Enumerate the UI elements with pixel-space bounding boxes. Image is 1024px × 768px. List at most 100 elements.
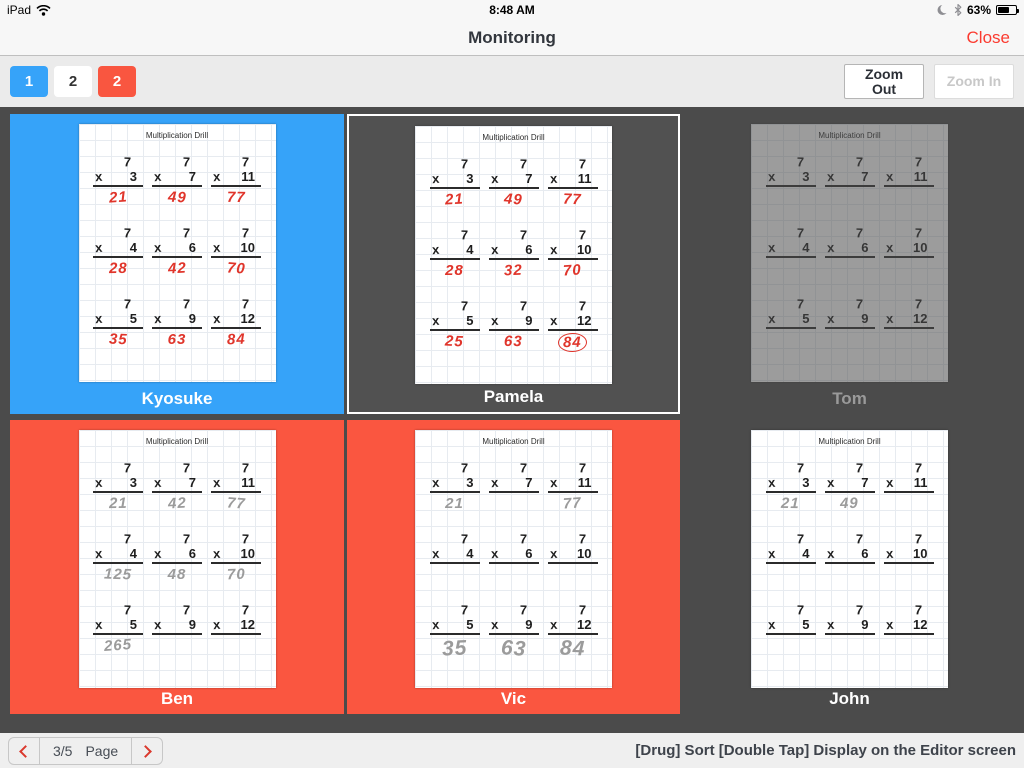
nav-bar: Monitoring Close xyxy=(0,20,1024,56)
multiplication-problem: 7 x 7 xyxy=(484,460,543,514)
multiplier: 10 xyxy=(577,242,592,257)
clock: 8:48 AM xyxy=(489,3,535,17)
battery-icon xyxy=(996,5,1019,15)
multiplication-problem: 7 x 11 77 xyxy=(207,154,266,208)
multiplier: 12 xyxy=(913,617,928,632)
multiply-sign: x xyxy=(212,474,221,491)
zoom-in-button[interactable]: Zoom In xyxy=(934,64,1014,99)
top-operand: 7 xyxy=(914,154,922,170)
handwritten-answer: 42 xyxy=(167,494,187,513)
student-card-tom[interactable]: Multiplication Drill 7 x 3 7 x 7 7 x 11 7 x 4 7 x 6 7 x 10… xyxy=(683,114,1016,414)
handwritten-answer xyxy=(884,564,934,585)
handwritten-answer: 28 xyxy=(108,259,128,278)
multiplication-problem: 7 x 6 xyxy=(820,531,879,585)
multiply-sign: x xyxy=(94,168,103,185)
multiplication-problem: 7 x 9 63 xyxy=(484,602,543,661)
multiplication-problem: 7 x 11 xyxy=(879,460,938,514)
handwritten-answer: 125 xyxy=(103,565,133,584)
multiplication-problem: 7 x 7 49 xyxy=(148,154,207,208)
multiplication-problem: 7 x 9 xyxy=(820,296,879,350)
multiply-sign: x xyxy=(489,170,499,187)
multiplication-problem: 7 x 9 xyxy=(820,602,879,656)
multiplier: 3 xyxy=(129,475,137,490)
handwritten-answer: 32 xyxy=(503,261,524,280)
page-button-blue-1[interactable]: 1 xyxy=(10,66,48,97)
close-button[interactable]: Close xyxy=(967,20,1010,55)
handwritten-answer xyxy=(766,564,816,585)
multiply-sign: x xyxy=(884,239,894,256)
handwritten-answer xyxy=(884,493,934,514)
multiplier: 7 xyxy=(188,169,196,184)
multiply-sign: x xyxy=(153,545,162,562)
multiplication-problem: 7 x 3 21 xyxy=(89,460,148,514)
multiplication-problem: 7 x 5 xyxy=(761,296,820,350)
bluetooth-icon xyxy=(954,4,962,16)
handwritten-answer: 48 xyxy=(167,566,187,583)
top-operand: 7 xyxy=(796,602,804,618)
multiplier: 10 xyxy=(913,240,928,255)
multiplication-problem: 7 x 4 xyxy=(761,225,820,279)
top-operand: 7 xyxy=(241,154,250,170)
chevron-left-icon xyxy=(19,744,32,758)
multiplication-problem: 7 x 5 35 xyxy=(89,296,148,350)
multiplication-problem: 7 x 4 28 xyxy=(89,225,148,279)
top-operand: 7 xyxy=(519,156,527,172)
student-card-john[interactable]: Multiplication Drill 7 x 3 21 7 x 7 49 7 x 11 7 x 4 7 x 6… xyxy=(683,420,1016,714)
page-button-white-2[interactable]: 2 xyxy=(54,66,92,97)
next-page-button[interactable] xyxy=(131,738,162,764)
student-card-vic[interactable]: Multiplication Drill 7 x 3 21 7 x 7 7 x 11 77 7 x 4 7 x 6… xyxy=(347,420,680,714)
multiply-sign: x xyxy=(430,545,440,562)
multiply-sign: x xyxy=(766,616,776,633)
handwritten-answer xyxy=(825,635,875,656)
multiply-sign: x xyxy=(825,545,835,562)
multiply-sign: x xyxy=(548,616,558,633)
multiplier: 12 xyxy=(240,617,255,632)
top-operand: 7 xyxy=(123,154,132,170)
top-operand: 7 xyxy=(241,602,250,618)
multiplier: 4 xyxy=(466,242,474,257)
multiply-sign: x xyxy=(153,168,162,185)
top-operand: 7 xyxy=(241,296,250,312)
multiplication-problem: 7 x 5 xyxy=(761,602,820,656)
multiplier: 4 xyxy=(129,240,137,255)
student-card-ben[interactable]: Multiplication Drill 7 x 3 21 7 x 7 42 7 x 11 77 7 x 4 1… xyxy=(10,420,344,714)
student-card-kyosuke[interactable]: Multiplication Drill 7 x 3 21 7 x 7 49 7 x 11 77 7 x 4 2… xyxy=(10,114,344,414)
student-card-pamela[interactable]: Multiplication Drill 7 x 3 21 7 x 7 49 7 x 11 77 7 x 4 2… xyxy=(347,114,680,414)
previous-page-button[interactable] xyxy=(9,738,40,764)
top-operand: 7 xyxy=(182,296,191,312)
battery-percent: 63% xyxy=(966,3,991,17)
multiplication-problem: 7 x 9 63 xyxy=(484,298,543,352)
multiply-sign: x xyxy=(94,310,103,327)
top-operand: 7 xyxy=(123,460,132,476)
zoom-out-button[interactable]: Zoom Out xyxy=(844,64,924,99)
multiplication-problem: 7 x 12 xyxy=(879,296,938,350)
multiplier: 5 xyxy=(466,617,474,632)
multiplier: 9 xyxy=(861,311,869,326)
multiplier: 7 xyxy=(861,169,869,184)
multiply-sign: x xyxy=(825,616,835,633)
status-bar: 8:48 AM iPad xyxy=(0,0,1024,20)
multiplier: 11 xyxy=(577,171,592,186)
multiplication-problem: 7 x 6 32 xyxy=(484,227,543,281)
multiplication-problem: 7 x 7 42 xyxy=(148,460,207,514)
handwritten-answer: 77 xyxy=(562,190,583,209)
multiplication-problem: 7 x 4 28 xyxy=(425,227,484,281)
top-operand: 7 xyxy=(914,225,922,241)
handwritten-answer xyxy=(489,564,539,585)
multiplier: 9 xyxy=(525,313,533,328)
chevron-right-icon xyxy=(139,744,153,758)
page-button-red-2[interactable]: 2 xyxy=(98,66,136,97)
worksheet-title: Multiplication Drill xyxy=(145,437,209,446)
handwritten-answer: 63 xyxy=(500,636,527,661)
worksheet: Multiplication Drill 7 x 3 21 7 x 7 42 7 x 11 77 7 x 4 1… xyxy=(78,430,276,688)
worksheet: Multiplication Drill 7 x 3 21 7 x 7 49 7 x 11 7 x 4 7 x 6… xyxy=(751,430,948,688)
multiply-sign: x xyxy=(153,474,162,491)
handwritten-answer xyxy=(489,493,539,514)
multiplier: 12 xyxy=(577,617,592,632)
multiplication-problem: 7 x 7 xyxy=(820,154,879,208)
top-operand: 7 xyxy=(519,531,527,547)
bottom-bar: 3/5 Page [Drug] Sort [Double Tap] Displa… xyxy=(0,733,1024,768)
handwritten-answer: 49 xyxy=(167,188,187,207)
handwritten-answer: 35 xyxy=(441,636,468,661)
multiplier: 11 xyxy=(913,475,928,490)
